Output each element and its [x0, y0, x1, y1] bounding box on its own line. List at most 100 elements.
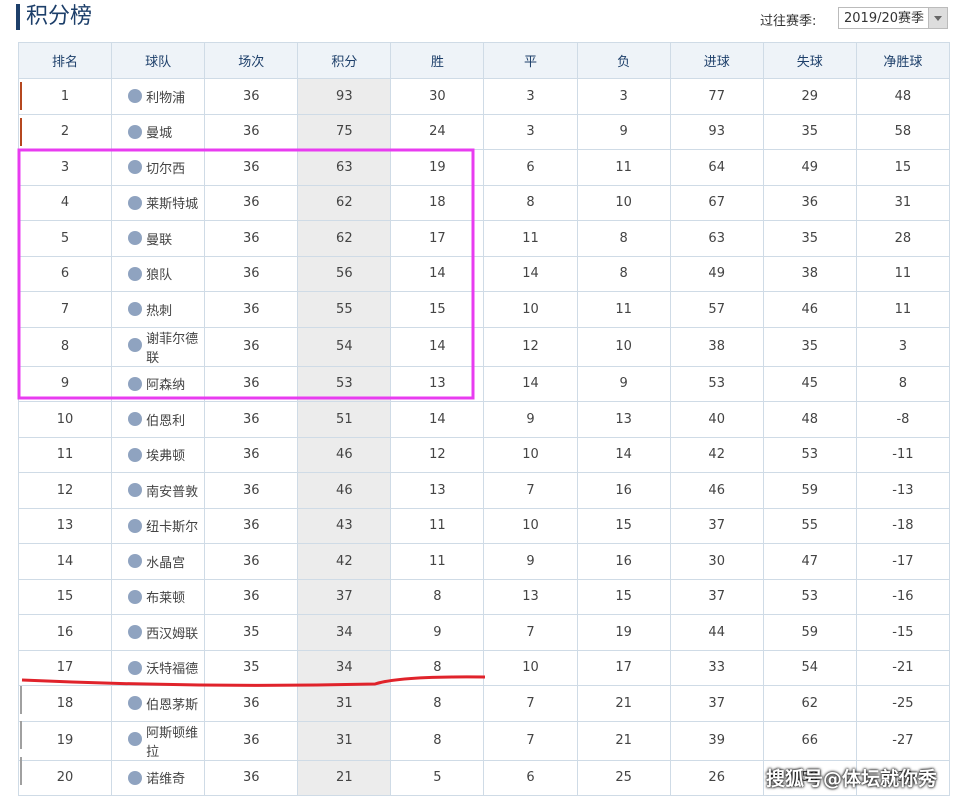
cell: 34 — [297, 649, 392, 686]
cell: 35 — [762, 113, 857, 150]
cell: 63 — [669, 220, 764, 257]
cell: 2 — [17, 113, 113, 150]
team-label: 伯恩利 — [146, 413, 186, 429]
zone-marker — [20, 756, 22, 785]
team-name: 曼联 — [111, 220, 206, 257]
cell: 7 — [17, 291, 113, 328]
cell: 9 — [483, 401, 578, 438]
cell: 8 — [483, 184, 578, 221]
cell: 5 — [17, 220, 113, 257]
cell: 9 — [576, 365, 671, 402]
column-header: 进球 — [669, 42, 764, 79]
cell: 14 — [390, 401, 485, 438]
team-label: 纽卡斯尔 — [146, 520, 199, 536]
cell: 12 — [390, 436, 485, 473]
cell: 9 — [390, 614, 485, 651]
cell: 14 — [17, 543, 113, 580]
cell: 9 — [576, 113, 671, 150]
team-label: 热刺 — [146, 303, 173, 319]
cell: 1 — [17, 78, 113, 115]
cell: 36 — [204, 220, 299, 257]
column-header: 排名 — [17, 42, 113, 79]
cell: 26 — [669, 759, 764, 796]
table-row: 16 西汉姆联 35 34 9 7 19 44 59 -15 — [17, 614, 951, 651]
table-row: 4 莱斯特城 36 62 18 8 10 67 36 31 — [17, 184, 951, 221]
cell: 6 — [17, 255, 113, 292]
cell: -32 — [855, 759, 951, 796]
cell: 53 — [297, 365, 392, 402]
cell: 58 — [855, 113, 951, 150]
page-title: 积分榜 — [16, 4, 92, 30]
table-row: 3 切尔西 36 63 19 6 11 64 49 15 — [17, 149, 951, 186]
cell: 19 — [576, 614, 671, 651]
cell: 17 — [17, 649, 113, 686]
cell: 64 — [669, 149, 764, 186]
team-name: 切尔西 — [111, 149, 206, 186]
team-icon — [128, 337, 143, 352]
cell: 62 — [297, 220, 392, 257]
cell: 8 — [855, 365, 951, 402]
table-body: 1 利物浦 36 93 30 3 3 77 29 48 2 曼城 36 75 24 3 9 93 35 58 3 切尔西 3… — [17, 78, 951, 796]
cell: 8 — [390, 578, 485, 615]
team-label: 伯恩茅斯 — [146, 697, 199, 713]
team-icon — [128, 731, 143, 746]
cell: 67 — [669, 184, 764, 221]
cell: -8 — [855, 401, 951, 438]
cell: 93 — [669, 113, 764, 150]
table-row: 10 伯恩利 36 51 14 9 13 40 48 -8 — [17, 401, 951, 438]
cell: 53 — [762, 436, 857, 473]
cell: 36 — [204, 685, 299, 722]
column-header: 净胜球 — [855, 42, 951, 79]
cell: 38 — [762, 255, 857, 292]
team-label: 狼队 — [146, 268, 173, 284]
cell: -13 — [855, 472, 951, 509]
cell: 36 — [204, 472, 299, 509]
cell: 54 — [297, 326, 392, 367]
team-name: 纽卡斯尔 — [111, 507, 206, 544]
team-icon — [128, 696, 143, 710]
cell: 54 — [762, 649, 857, 686]
cell: 36 — [204, 507, 299, 544]
season-select[interactable]: 2019/20赛季 — [838, 7, 948, 29]
table-row: 14 水晶宫 36 42 11 9 16 30 47 -17 — [17, 543, 951, 580]
cell: 36 — [204, 291, 299, 328]
cell: 11 — [390, 507, 485, 544]
column-header: 胜 — [390, 42, 485, 79]
team-icon — [128, 376, 143, 391]
cell: 16 — [576, 472, 671, 509]
cell: 36 — [204, 365, 299, 402]
cell: 13 — [390, 365, 485, 402]
cell: 15 — [855, 149, 951, 186]
cell: 36 — [204, 720, 299, 761]
cell: 55 — [762, 507, 857, 544]
team-name: 阿森纳 — [111, 365, 206, 402]
cell: 39 — [669, 720, 764, 761]
team-label: 曼城 — [146, 126, 173, 142]
team-name: 水晶宫 — [111, 543, 206, 580]
season-value: 2019/20赛季 — [844, 11, 925, 26]
dropdown-arrow[interactable] — [928, 8, 947, 28]
cell: 38 — [669, 326, 764, 367]
team-name: 热刺 — [111, 291, 206, 328]
cell: 36 — [762, 184, 857, 221]
team-icon — [128, 447, 143, 462]
team-label: 谢菲尔德联 — [146, 331, 199, 366]
cell: 62 — [297, 184, 392, 221]
cell: -27 — [855, 720, 951, 761]
cell: 3 — [855, 326, 951, 367]
team-name: 阿斯顿维拉 — [111, 720, 206, 761]
cell: 13 — [17, 507, 113, 544]
cell: 53 — [669, 365, 764, 402]
cell: 7 — [483, 614, 578, 651]
cell: 21 — [297, 759, 392, 796]
team-icon — [128, 266, 143, 281]
cell: 56 — [297, 255, 392, 292]
cell: 29 — [762, 78, 857, 115]
cell: 36 — [204, 255, 299, 292]
cell: -18 — [855, 507, 951, 544]
cell: 8 — [390, 720, 485, 761]
team-icon — [128, 554, 143, 568]
cell: -17 — [855, 543, 951, 580]
cell: 16 — [576, 543, 671, 580]
cell: -11 — [855, 436, 951, 473]
